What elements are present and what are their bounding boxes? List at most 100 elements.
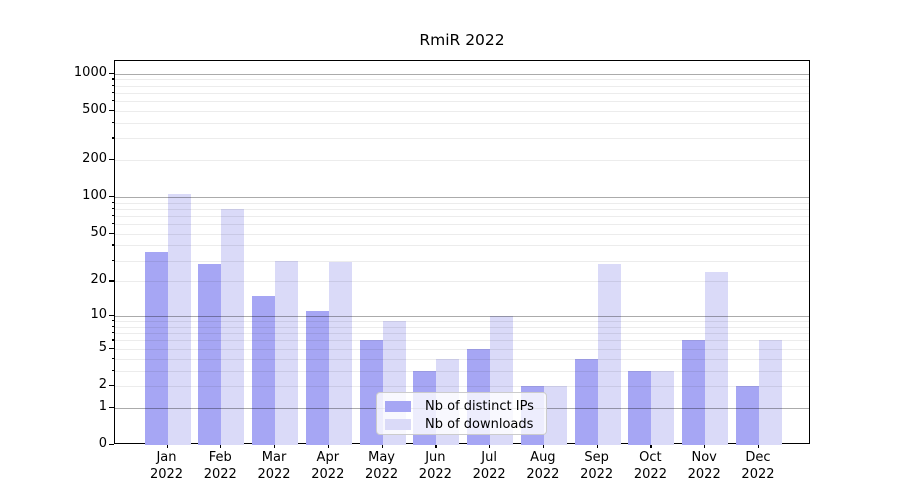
y-tick-label-1: 1 (98, 398, 107, 414)
bar-nb-of-distinct-ips-feb (198, 264, 222, 445)
y-tick-100 (109, 196, 114, 198)
bar-nb-of-distinct-ips-apr (305, 311, 329, 445)
bar-nb-of-distinct-ips-nov (682, 340, 706, 445)
y-tick-label-50: 50 (90, 224, 107, 240)
x-tick-label-aug: Aug 2022 (501, 450, 585, 483)
y-tick-2 (109, 384, 114, 387)
y-tick-minor-3 (111, 369, 114, 371)
y-tick-minor-80 (111, 207, 114, 210)
x-tick-aug (542, 444, 545, 448)
y-tick-1 (109, 406, 114, 408)
plot-area: Nb of distinct IPs Nb of downloads (114, 60, 810, 445)
y-tick-label-5: 5 (98, 339, 107, 355)
x-tick-mar (274, 444, 276, 448)
x-tick-label-month: Jul (481, 450, 497, 465)
x-tick-label-mar: Mar 2022 (232, 450, 316, 483)
x-tick-label-year: 2022 (526, 466, 560, 482)
x-tick-label-nov: Nov 2022 (662, 450, 746, 483)
x-tick-apr (327, 444, 329, 448)
x-tick-label-month: Mar (261, 450, 287, 465)
legend: Nb of distinct IPs Nb of downloads (376, 392, 547, 435)
x-tick-label-feb: Feb 2022 (178, 450, 262, 483)
x-tick-label-may: May 2022 (340, 450, 424, 483)
y-tick-minor-900 (111, 78, 114, 80)
bar-nb-of-downloads-dec (758, 340, 782, 445)
x-tick-label-month: Jan (156, 450, 177, 465)
y-tick-minor-8 (111, 325, 114, 328)
bar-nb-of-downloads-oct (651, 370, 675, 445)
bar-nb-of-distinct-ips-mar (252, 296, 276, 445)
x-tick-feb (220, 444, 222, 448)
x-tick-label-month: Apr (316, 450, 340, 465)
x-tick-jul (489, 444, 491, 448)
y-tick-label-0: 0 (98, 436, 107, 451)
legend-entry-distinct-ips: Nb of distinct IPs (385, 398, 546, 415)
y-tick-minor-7 (111, 332, 114, 334)
x-tick-label-year: 2022 (418, 466, 452, 482)
y-tick-50 (109, 232, 114, 234)
y-tick-200 (109, 159, 114, 161)
y-tick-label-20: 20 (90, 272, 107, 288)
y-tick-minor-6 (111, 339, 114, 341)
x-tick-label-year: 2022 (633, 466, 667, 482)
x-tick-label-jul: Jul 2022 (447, 450, 531, 483)
y-tick-minor-600 (111, 100, 114, 102)
x-tick-label-jan: Jan 2022 (125, 450, 209, 483)
x-tick-label-month: Feb (208, 450, 232, 465)
x-tick-label-year: 2022 (149, 466, 184, 482)
bar-nb-of-distinct-ips-jan (144, 252, 168, 445)
bar-nb-of-downloads-sep (597, 264, 621, 445)
y-tick-500 (109, 110, 114, 112)
x-tick-label-jun: Jun 2022 (393, 450, 477, 483)
x-tick-label-month: Aug (530, 450, 556, 465)
chart-title: RmiR 2022 (419, 31, 505, 49)
y-tick-label-500: 500 (82, 102, 107, 117)
y-tick-0 (109, 444, 114, 446)
x-tick-may (381, 444, 383, 448)
y-tick-minor-60 (111, 223, 114, 225)
bar-nb-of-downloads-apr (328, 262, 352, 445)
bar-nb-of-distinct-ips-sep (574, 358, 598, 445)
y-tick-10 (109, 315, 114, 317)
y-tick-minor-400 (111, 121, 114, 124)
y-tick-minor-90 (111, 201, 114, 203)
x-tick-label-month: Nov (691, 450, 717, 465)
y-tick-minor-300 (111, 137, 114, 139)
x-tick-label-year: 2022 (365, 466, 399, 482)
legend-label-distinct-ips: Nb of distinct IPs (425, 398, 534, 414)
bar-nb-of-downloads-nov (705, 272, 729, 445)
bar-nb-of-distinct-ips-oct (628, 370, 652, 445)
y-tick-label-100: 100 (82, 188, 107, 204)
x-tick-dec (757, 444, 760, 448)
x-tick-nov (704, 444, 706, 448)
x-tick-label-year: 2022 (741, 466, 775, 482)
y-tick-minor-70 (111, 214, 114, 217)
bar-nb-of-downloads-mar (275, 260, 299, 445)
legend-swatch-distinct-ips (385, 401, 411, 412)
legend-swatch-downloads (385, 419, 411, 430)
y-tick-20 (109, 280, 114, 282)
bar-nb-of-downloads-feb (221, 208, 245, 445)
bar-nb-of-downloads-jan (167, 194, 191, 445)
x-tick-label-month: May (368, 450, 396, 465)
x-tick-jun (435, 444, 437, 448)
y-tick-1000 (109, 72, 114, 75)
x-tick-label-dec: Dec 2022 (716, 450, 800, 483)
legend-label-downloads: Nb of downloads (425, 416, 534, 432)
x-tick-label-apr: Apr 2022 (286, 450, 370, 483)
y-tick-minor-30 (111, 259, 114, 261)
x-tick-oct (650, 444, 652, 448)
y-tick-label-2: 2 (98, 376, 107, 392)
x-tick-sep (596, 444, 598, 448)
x-tick-label-month: Dec (745, 450, 771, 465)
bar-nb-of-downloads-aug (543, 385, 567, 445)
x-tick-label-oct: Oct 2022 (608, 450, 692, 483)
y-tick-label-200: 200 (82, 151, 107, 167)
y-tick-label-10: 10 (90, 307, 107, 323)
y-tick-label-1000: 1000 (73, 64, 107, 80)
x-tick-label-year: 2022 (687, 466, 721, 482)
bars-layer (115, 61, 809, 445)
x-tick-jan (166, 444, 168, 448)
x-tick-label-month: Jun (425, 450, 446, 465)
